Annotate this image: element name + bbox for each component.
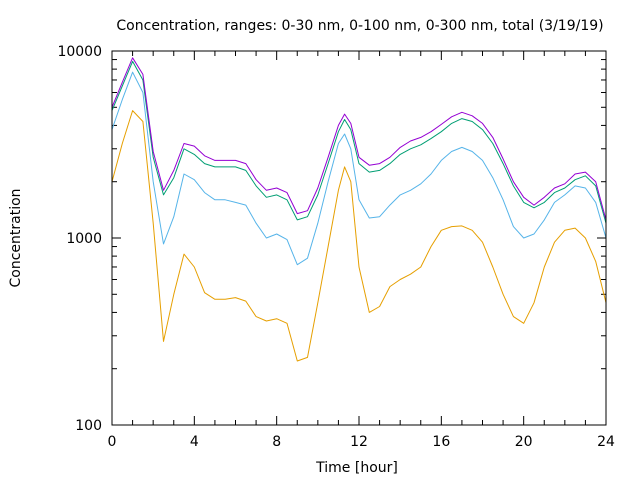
x-tick-label: 8 <box>272 434 281 450</box>
data-series <box>111 57 607 362</box>
y-tick-label: 10000 <box>57 44 102 60</box>
x-tick-label: 24 <box>597 434 615 450</box>
y-tick-label: 1000 <box>66 231 102 247</box>
plot-frame <box>111 50 607 426</box>
series-line-4 <box>111 57 607 221</box>
x-tick-label: 16 <box>432 434 450 450</box>
axis-ticks <box>111 50 607 426</box>
x-tick-label: 12 <box>350 434 368 450</box>
y-axis-label: Concentration <box>8 188 24 287</box>
x-axis-label: Time [hour] <box>315 460 398 476</box>
series-line-1 <box>111 110 607 362</box>
chart-title: Concentration, ranges: 0-30 nm, 0-100 nm… <box>116 18 603 34</box>
series-line-3 <box>111 60 607 224</box>
x-tick-label: 4 <box>190 434 199 450</box>
series-line-2 <box>111 71 607 266</box>
tick-labels: 0 4 8 12 16 20 24 100 1000 10000 <box>57 44 615 450</box>
y-tick-label: 100 <box>75 418 102 434</box>
x-tick-label: 0 <box>108 434 117 450</box>
x-tick-label: 20 <box>515 434 533 450</box>
